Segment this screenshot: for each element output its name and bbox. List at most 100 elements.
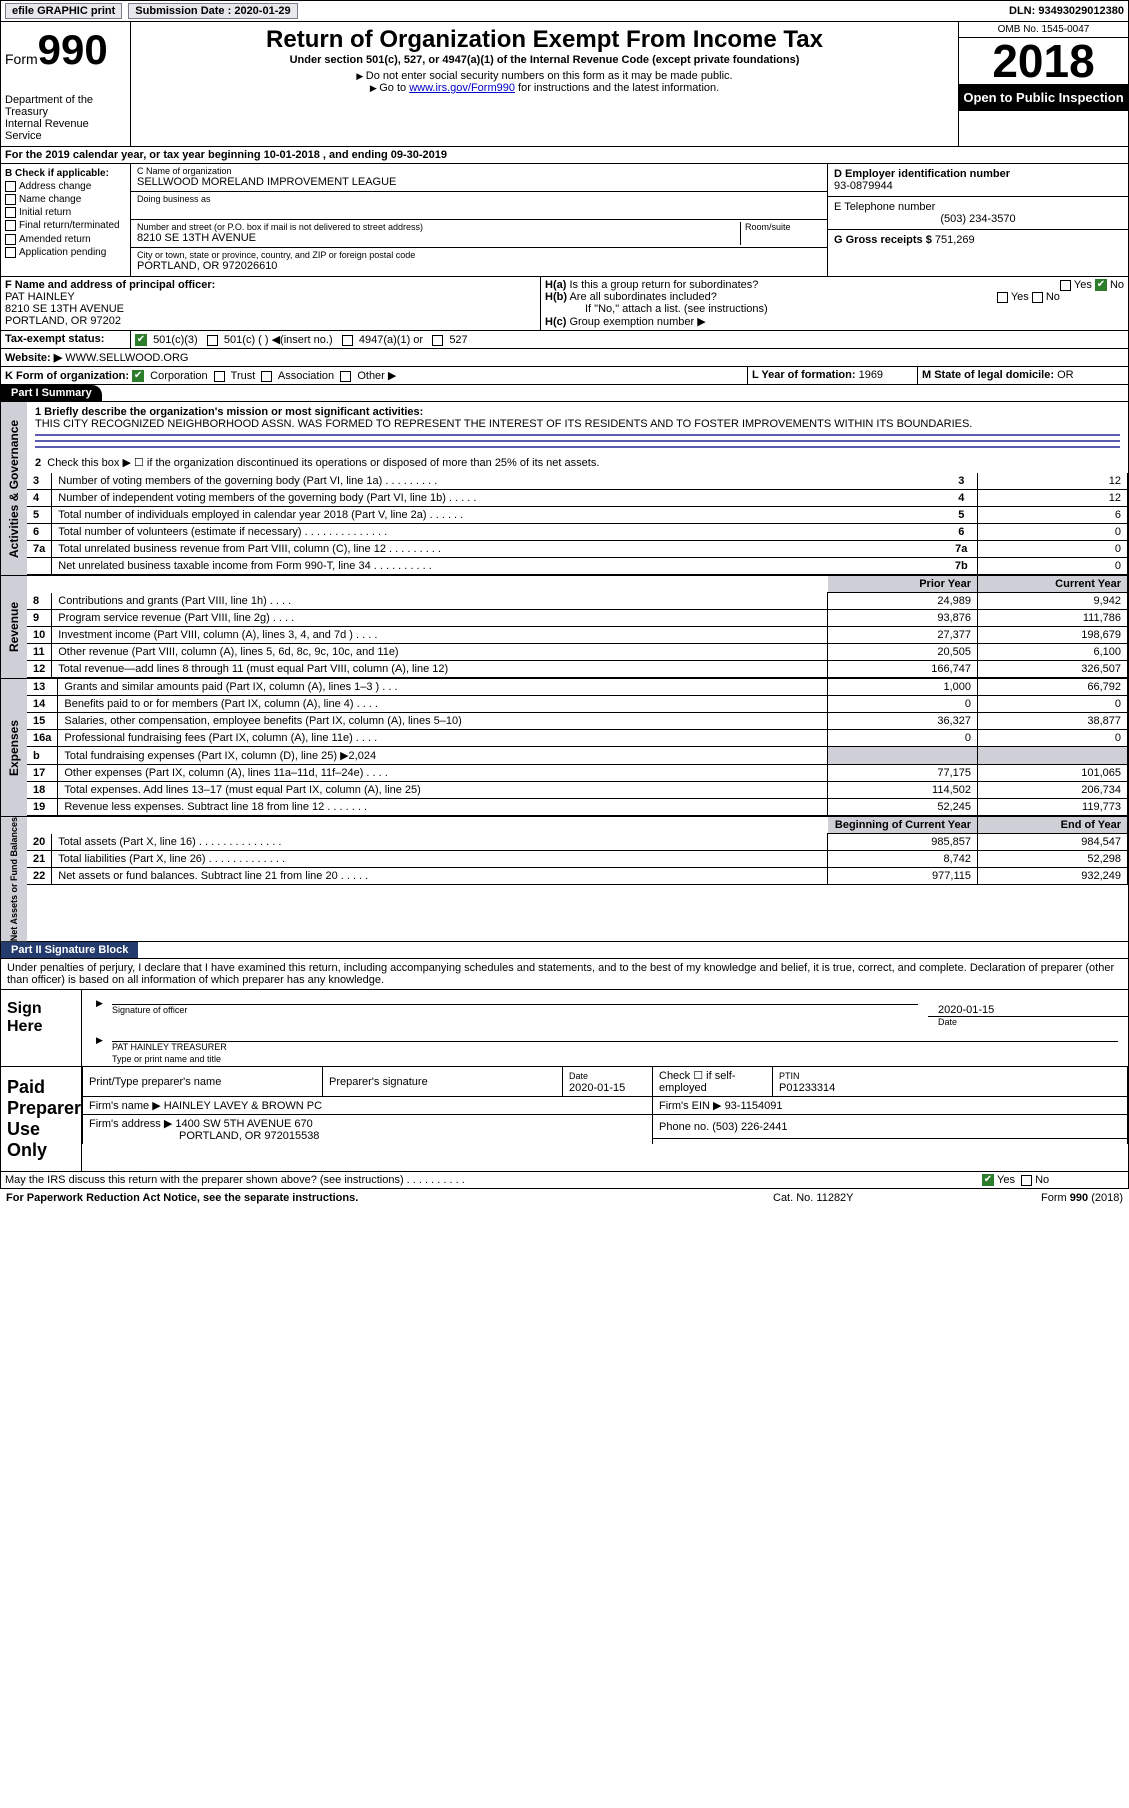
top-toolbar: efile GRAPHIC print Submission Date : 20… <box>0 0 1129 22</box>
org-street: 8210 SE 13TH AVENUE <box>137 232 740 244</box>
check-corp[interactable]: ✔ <box>132 370 144 382</box>
activities-governance-table: 3Number of voting members of the governi… <box>27 473 1128 575</box>
check-501c[interactable] <box>207 335 218 346</box>
check-trust[interactable] <box>214 371 225 382</box>
discuss-question: May the IRS discuss this return with the… <box>1 1172 978 1188</box>
prep-name-hdr: Print/Type preparer's name <box>83 1067 323 1097</box>
firm-addr2: PORTLAND, OR 972015538 <box>89 1130 319 1142</box>
tax-status-options: ✔ 501(c)(3) 501(c) ( ) ◀(insert no.) 494… <box>131 331 1128 348</box>
note-link: Go to www.irs.gov/Form990 for instructio… <box>139 82 950 94</box>
name-title-label: Type or print name and title <box>82 1054 1128 1066</box>
section-hb: H(b) Are all subordinates included? Yes … <box>545 291 1124 303</box>
efile-button[interactable]: efile GRAPHIC print <box>5 3 122 19</box>
checkbox-initial-return[interactable] <box>5 207 16 218</box>
prep-date: 2020-01-15 <box>569 1082 625 1094</box>
discuss-yes-check[interactable]: ✔ <box>982 1174 994 1186</box>
form-footer: Form 990 (2018) <box>973 1192 1123 1204</box>
tax-year: 2018 <box>959 38 1128 84</box>
officer-addr2: PORTLAND, OR 97202 <box>5 315 536 327</box>
ha-yes[interactable] <box>1060 280 1071 291</box>
check-527[interactable] <box>432 335 443 346</box>
part2-header: Part II Signature Block <box>1 942 138 958</box>
sidebar-activities-governance: Activities & Governance <box>1 402 27 575</box>
checkbox-final-return[interactable] <box>5 220 16 231</box>
website-label: Website: ▶ <box>5 352 62 364</box>
checkbox-address-change[interactable] <box>5 181 16 192</box>
hb-no[interactable] <box>1032 292 1043 303</box>
firm-name: HAINLEY LAVEY & BROWN PC <box>164 1100 322 1112</box>
city-label: City or town, state or province, country… <box>137 250 821 260</box>
dln: DLN: 93493029012380 <box>1009 5 1124 17</box>
note-ssn: Do not enter social security numbers on … <box>139 70 950 82</box>
ha-no[interactable]: ✔ <box>1095 279 1107 291</box>
cat-no: Cat. No. 11282Y <box>773 1192 973 1204</box>
sig-date: 2020-01-15 <box>928 1004 1128 1017</box>
year-formation: 1969 <box>859 369 883 381</box>
firm-phone: (503) 226-2441 <box>712 1121 787 1133</box>
preparer-table: Print/Type preparer's name Preparer's si… <box>82 1067 1128 1144</box>
return-title: Return of Organization Exempt From Incom… <box>139 26 950 54</box>
state-domicile-label: M State of legal domicile: <box>922 369 1054 381</box>
part1-header: Part I Summary <box>1 385 102 401</box>
prep-self-employed: Check ☐ if self-employed <box>653 1067 773 1097</box>
checkbox-amended[interactable] <box>5 234 16 245</box>
perjury-declaration: Under penalties of perjury, I declare th… <box>1 959 1128 989</box>
phone-label: E Telephone number <box>834 201 1122 213</box>
revenue-table: Prior YearCurrent Year8Contributions and… <box>27 576 1128 678</box>
prep-ptin: P01233314 <box>779 1082 835 1094</box>
net-assets-table: Beginning of Current YearEnd of Year20To… <box>27 817 1128 885</box>
checkbox-app-pending[interactable] <box>5 247 16 258</box>
section-b-checkboxes: B Check if applicable: Address change Na… <box>1 164 131 276</box>
org-city: PORTLAND, OR 972026610 <box>137 260 821 272</box>
sig-date-label: Date <box>928 1017 1128 1027</box>
line-a-period: For the 2019 calendar year, or tax year … <box>1 147 1128 163</box>
tax-status-label: Tax-exempt status: <box>1 331 131 348</box>
section-b-title: B Check if applicable: <box>5 168 126 179</box>
sidebar-revenue: Revenue <box>1 576 27 678</box>
officer-name-title: PAT HAINLEY TREASURER <box>112 1042 227 1052</box>
discuss-no-check[interactable] <box>1021 1175 1032 1186</box>
officer-addr1: 8210 SE 13TH AVENUE <box>5 303 536 315</box>
q2-text: 2 Check this box ▶ ☐ if the organization… <box>35 456 1120 469</box>
street-label: Number and street (or P.O. box if mail i… <box>137 222 740 232</box>
hb-yes[interactable] <box>997 292 1008 303</box>
form-header: Form990 Department of the Treasury Inter… <box>0 22 1129 147</box>
org-name-label: C Name of organization <box>137 166 821 176</box>
checkbox-name-change[interactable] <box>5 194 16 205</box>
website-value: WWW.SELLWOOD.ORG <box>65 352 188 364</box>
ein-value: 93-0879944 <box>834 180 1122 192</box>
org-name: SELLWOOD MORELAND IMPROVEMENT LEAGUE <box>137 176 821 188</box>
section-hc: H(c) Group exemption number ▶ <box>545 315 1124 328</box>
ein-label: D Employer identification number <box>834 168 1122 180</box>
q1-text: THIS CITY RECOGNIZED NEIGHBORHOOD ASSN. … <box>35 418 1120 430</box>
dba-label: Doing business as <box>137 194 821 204</box>
sidebar-expenses: Expenses <box>1 679 27 816</box>
sign-here-label: Sign Here <box>1 990 81 1066</box>
year-formation-label: L Year of formation: <box>752 369 856 381</box>
phone-value: (503) 234-3570 <box>834 213 1122 225</box>
prep-sig-hdr: Preparer's signature <box>323 1067 563 1097</box>
state-domicile: OR <box>1057 369 1074 381</box>
officer-name: PAT HAINLEY <box>5 291 536 303</box>
room-label: Room/suite <box>741 222 821 245</box>
open-to-public: Open to Public Inspection <box>959 84 1128 111</box>
check-assoc[interactable] <box>261 371 272 382</box>
dept-irs: Internal Revenue Service <box>5 118 126 142</box>
officer-label: F Name and address of principal officer: <box>5 279 536 291</box>
submission-date-button[interactable]: Submission Date : 2020-01-29 <box>128 3 297 19</box>
check-4947[interactable] <box>342 335 353 346</box>
discuss-answer: ✔Yes No <box>978 1172 1128 1188</box>
gross-receipts-value: 751,269 <box>935 234 975 246</box>
irs-link[interactable]: www.irs.gov/Form990 <box>409 82 515 94</box>
gross-receipts-label: G Gross receipts $ <box>834 234 932 246</box>
check-501c3[interactable]: ✔ <box>135 334 147 346</box>
sig-officer-label: Signature of officer <box>82 1005 928 1017</box>
check-other[interactable] <box>340 371 351 382</box>
dept-treasury: Department of the Treasury <box>5 94 126 118</box>
form-number: Form990 <box>5 26 126 74</box>
firm-ein: 93-1154091 <box>725 1100 783 1112</box>
hb-note: If "No," attach a list. (see instruction… <box>545 303 1124 315</box>
section-ha: H(a) Is this a group return for subordin… <box>545 279 1124 291</box>
return-subtitle: Under section 501(c), 527, or 4947(a)(1)… <box>139 54 950 66</box>
firm-addr1: 1400 SW 5TH AVENUE 670 <box>175 1118 312 1130</box>
